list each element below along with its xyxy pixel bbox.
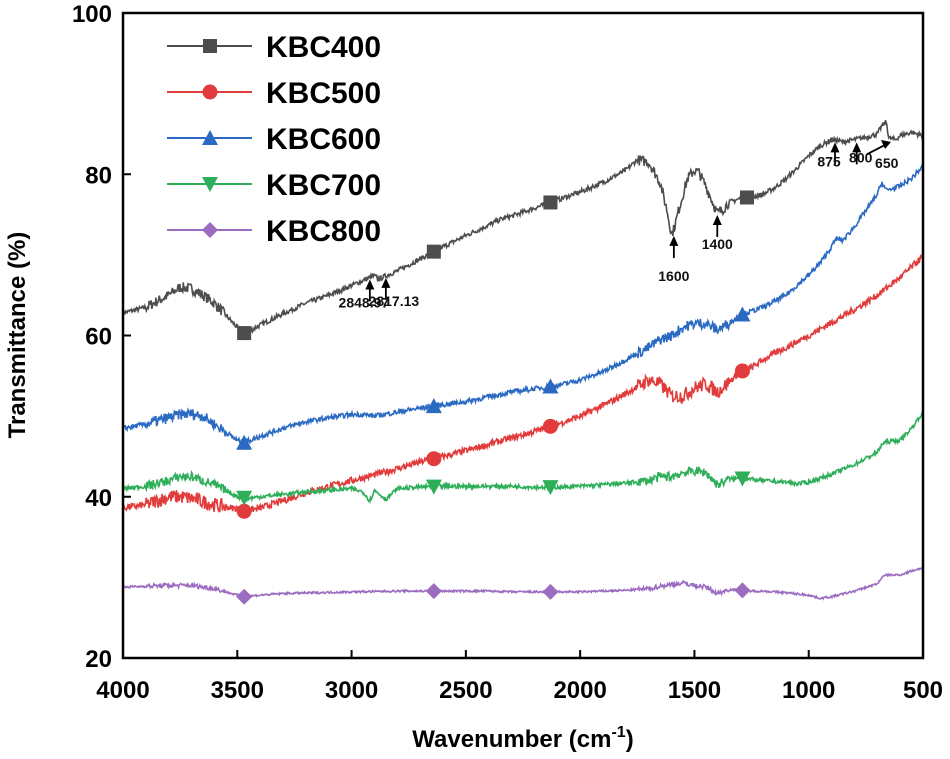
series-marker-kbc400-3 bbox=[740, 190, 754, 205]
annotation-arrowhead-2848-97 bbox=[365, 279, 375, 290]
legend-marker-kbc500 bbox=[202, 84, 218, 100]
series-marker-kbc600-2 bbox=[542, 378, 559, 394]
series-marker-kbc400-0 bbox=[237, 326, 252, 341]
x-tick-label-2500: 2500 bbox=[439, 677, 492, 704]
series-line-kbc400 bbox=[122, 120, 924, 336]
y-tick-label-80: 80 bbox=[85, 162, 112, 189]
annotation-arrowhead-650 bbox=[881, 139, 891, 149]
y-axis-title: Transmittance (%) bbox=[4, 232, 31, 439]
annotation-label-2817-13: 2817.13 bbox=[369, 293, 420, 309]
legend: KBC400 KBC500 KBC600 KBC700 KBC800 bbox=[167, 31, 381, 248]
series-marker-kbc500-1 bbox=[426, 451, 442, 467]
y-tick-label-60: 60 bbox=[85, 324, 112, 351]
series-marker-kbc600-3 bbox=[734, 306, 751, 322]
legend-marker-kbc600 bbox=[202, 130, 218, 145]
y-tick-label-20: 20 bbox=[85, 646, 112, 673]
series-line-kbc800 bbox=[122, 566, 923, 601]
x-tick-label-3500: 3500 bbox=[211, 677, 264, 704]
series-marker-kbc600-0 bbox=[236, 434, 253, 450]
annotation-arrowhead-2817-13 bbox=[381, 277, 391, 288]
x-tick-label-1000: 1000 bbox=[782, 677, 835, 704]
series-marker-kbc800-0 bbox=[236, 588, 253, 605]
y-tick-label-100: 100 bbox=[72, 1, 112, 28]
legend-marker-kbc700 bbox=[202, 177, 218, 192]
series-marker-kbc700-0 bbox=[236, 490, 253, 506]
series-marker-kbc500-2 bbox=[542, 418, 558, 434]
series-marker-kbc500-3 bbox=[734, 363, 750, 379]
series-line-kbc700 bbox=[122, 410, 924, 504]
series-lines bbox=[122, 120, 924, 601]
x-tick-label-1500: 1500 bbox=[668, 677, 721, 704]
x-axis-title: Wavenumber (cm-1) bbox=[412, 724, 633, 753]
series-marker-kbc800-1 bbox=[425, 583, 442, 600]
legend-label-kbc500: KBC500 bbox=[266, 77, 381, 110]
annotation-label-2848-97: 2848.97 bbox=[339, 294, 390, 310]
legend-label-kbc700: KBC700 bbox=[266, 169, 381, 202]
annotation-arrowhead-1400 bbox=[712, 214, 722, 225]
annotation-label-800: 800 bbox=[849, 149, 873, 165]
x-tick-label-2000: 2000 bbox=[553, 677, 606, 704]
series-line-kbc600 bbox=[122, 164, 924, 446]
legend-label-kbc600: KBC600 bbox=[266, 123, 381, 156]
series-marker-kbc800-3 bbox=[734, 582, 751, 599]
series-marker-kbc500-0 bbox=[236, 503, 252, 519]
legend-marker-kbc400 bbox=[203, 39, 217, 53]
legend-marker-kbc800 bbox=[202, 222, 218, 238]
annotation-label-875: 875 bbox=[817, 153, 841, 169]
y-tick-label-40: 40 bbox=[85, 485, 112, 512]
annotation-arrowhead-1600 bbox=[669, 235, 679, 246]
x-axis-title-main: Wavenumber (cm bbox=[412, 726, 611, 753]
legend-label-kbc800: KBC800 bbox=[266, 215, 381, 248]
x-tick-label-4000: 4000 bbox=[96, 677, 149, 704]
series-marker-kbc400-2 bbox=[543, 195, 558, 210]
series-marker-kbc700-2 bbox=[542, 480, 559, 496]
series-marker-kbc700-1 bbox=[425, 479, 442, 495]
annotation-label-650: 650 bbox=[875, 155, 899, 171]
annotation-label-1400: 1400 bbox=[702, 236, 733, 252]
legend-label-kbc400: KBC400 bbox=[266, 31, 381, 64]
x-axis-title-sup: -1 bbox=[611, 724, 625, 741]
annotation-label-1600: 1600 bbox=[658, 268, 689, 284]
x-tick-label-3000: 3000 bbox=[325, 677, 378, 704]
axis-ticks: 4000 3500 3000 2500 2000 1500 1000 500 20 40 60 80 1… bbox=[72, 1, 943, 704]
series-marker-kbc800-2 bbox=[542, 583, 559, 600]
x-tick-label-500: 500 bbox=[903, 677, 943, 704]
annotation-arrowhead-875 bbox=[830, 142, 840, 153]
series-marker-kbc600-1 bbox=[425, 398, 442, 414]
series-marker-kbc700-3 bbox=[734, 471, 751, 487]
x-axis-title-close: ) bbox=[626, 726, 634, 753]
series-line-kbc500 bbox=[122, 254, 923, 515]
series-markers bbox=[236, 190, 754, 605]
annotation-arrowhead-800 bbox=[852, 142, 862, 153]
series-marker-kbc400-1 bbox=[426, 244, 441, 259]
